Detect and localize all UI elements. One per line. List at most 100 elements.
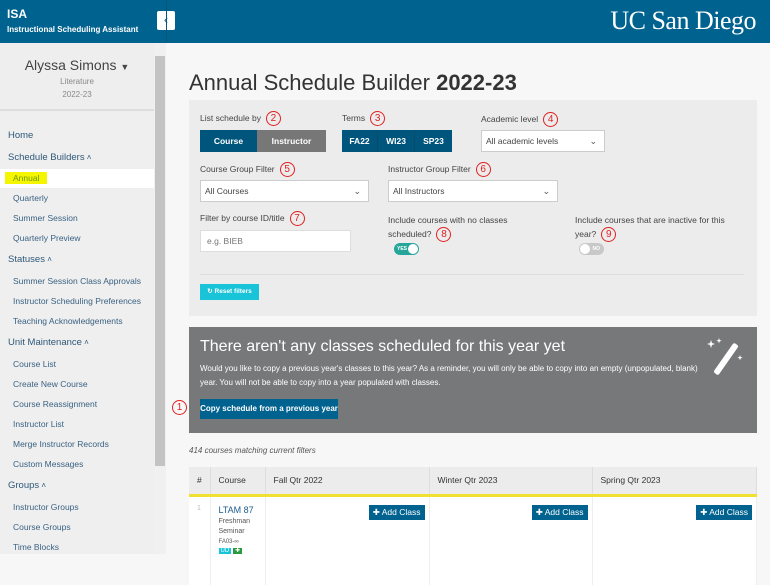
sidebar-item-course-list[interactable]: Course List	[0, 355, 154, 374]
copy-schedule-button[interactable]: Copy schedule from a previous year	[200, 399, 338, 419]
sidebar-item-summer-session[interactable]: Summer Session	[0, 209, 154, 228]
add-class-spring-button[interactable]: ✚ Add Class	[696, 504, 752, 520]
sidebar-item-annual[interactable]: Annual	[0, 169, 154, 188]
course-link[interactable]: LTAM 87	[218, 504, 254, 515]
term-wi23[interactable]: WI23	[378, 130, 415, 152]
caret-down-icon: ▼	[120, 62, 130, 72]
sidebar-item-home[interactable]: Home	[0, 126, 154, 145]
app-short-name: ISA	[7, 7, 28, 21]
col-course: Course	[210, 467, 266, 497]
sidebar-item-create-new-course[interactable]: Create New Course	[0, 375, 154, 394]
sidebar-item-label: Quarterly Preview	[13, 233, 81, 243]
instructor-group-label: Instructor Group Filter 6	[388, 162, 491, 177]
list-by-label: List schedule by 2	[200, 111, 281, 126]
table-row: 1 LTAM 87 Freshman Seminar FA03-∞ UD ✚ ✚…	[189, 495, 757, 585]
sidebar-item-quarterly[interactable]: Quarterly	[0, 189, 154, 208]
reset-filters-button[interactable]: ↻ Reset filters	[200, 284, 259, 300]
terms-label: Terms 3	[342, 111, 386, 126]
chevron-up-icon: ˄	[84, 153, 92, 162]
sidebar-item-time-blocks[interactable]: Time Blocks	[0, 538, 154, 557]
list-by-toggle: Course Instructor	[200, 130, 326, 152]
no-classes-toggle[interactable]: YES	[394, 243, 419, 255]
sidebar-item-course-reassignment[interactable]: Course Reassignment	[0, 395, 154, 414]
add-class-winter-button[interactable]: ✚ Add Class	[531, 504, 588, 520]
course-code: FA03-∞	[218, 538, 239, 545]
inactive-label: Include courses that are inactive for th…	[575, 215, 725, 243]
user-name[interactable]: Alyssa Simons	[24, 57, 117, 73]
sidebar-item-merge-instructor-records[interactable]: Merge Instructor Records	[0, 435, 154, 454]
sidebar-item-label: Course Groups	[13, 522, 71, 532]
marker-1: 1	[172, 400, 187, 415]
sidebar-item-label: Home	[8, 130, 34, 141]
sidebar-item-instructor-groups[interactable]: Instructor Groups	[0, 498, 154, 517]
sidebar-item-schedule-builders[interactable]: Schedule Builders ˄	[0, 148, 154, 167]
sidebar-item-label: Custom Messages	[13, 459, 84, 469]
course-id-input[interactable]	[200, 230, 351, 252]
chevron-down-icon: ⌄	[589, 136, 597, 146]
course-group-label: Course Group Filter 5	[200, 162, 295, 177]
academic-level-label: Academic level 4	[481, 112, 559, 127]
sidebar-item-label: Instructor List	[13, 419, 65, 429]
scrollbar-thumb[interactable]	[155, 56, 165, 466]
sidebar-item-statuses[interactable]: Statuses ˄	[0, 250, 154, 269]
schedule-table: # Course Fall Qtr 2022 Winter Qtr 2023 S…	[189, 467, 757, 585]
fall-cell: ✚ Add Class	[265, 495, 430, 585]
course-group-select[interactable]: All Courses ⌄	[200, 180, 369, 202]
app-name: Instructional Scheduling Assistant	[7, 25, 139, 34]
sidebar-item-quarterly-preview[interactable]: Quarterly Preview	[0, 229, 154, 248]
term-fa22[interactable]: FA22	[342, 130, 378, 152]
academic-level-select[interactable]: All academic levels ⌄	[481, 130, 605, 152]
page-title: Annual Schedule Builder 2022-23	[189, 70, 517, 95]
empty-year-banner: There aren't any classes scheduled for t…	[189, 327, 757, 433]
winter-cell: ✚ Add Class	[429, 495, 593, 585]
sidebar-item-instructor-list[interactable]: Instructor List	[0, 415, 154, 434]
user-year: 2022-23	[62, 90, 92, 99]
sidebar-item-label: Teaching Acknowledgements	[13, 316, 123, 326]
sidebar-item-label: Summer Session Class Approvals	[13, 276, 142, 286]
row-num: 1	[189, 495, 211, 585]
sidebar-item-label: Summer Session	[13, 213, 78, 223]
sidebar-item-course-groups[interactable]: Course Groups	[0, 518, 154, 537]
user-menu[interactable]: Alyssa Simons ▼	[0, 57, 154, 73]
term-sp23[interactable]: SP23	[415, 130, 452, 152]
table-header: # Course Fall Qtr 2022 Winter Qtr 2023 S…	[189, 467, 757, 497]
banner-title: There aren't any classes scheduled for t…	[200, 338, 566, 355]
sidebar-item-teaching-acknowledgements[interactable]: Teaching Acknowledgements	[0, 312, 154, 331]
chevron-up-icon: ˄	[39, 481, 47, 490]
ucsd-logo[interactable]: UC San Diego	[610, 6, 756, 35]
terms-toggle: FA22 WI23 SP23	[342, 130, 452, 152]
inactive-toggle[interactable]: NO	[579, 243, 604, 255]
no-classes-label: Include courses with no classes scheduled…	[388, 215, 508, 243]
magic-wand-icon	[707, 338, 743, 375]
sidebar-item-custom-messages[interactable]: Custom Messages	[0, 455, 154, 474]
spring-cell: ✚ Add Class	[592, 495, 757, 585]
header-divider	[166, 0, 167, 43]
sidebar-item-label: Course List	[13, 359, 56, 369]
list-by-instructor[interactable]: Instructor	[257, 130, 326, 152]
chevron-down-icon: ⌄	[542, 186, 550, 196]
chevron-down-icon: ⌄	[353, 186, 361, 196]
sidebar-item-label: Schedule Builders	[8, 152, 85, 163]
sidebar-item-groups[interactable]: Groups ˄	[0, 476, 154, 495]
sidebar-item-label: Groups	[8, 480, 40, 491]
col-num: #	[189, 467, 211, 497]
chevron-up-icon: ˄	[81, 338, 89, 347]
sidebar-item-instructor-scheduling-preferences[interactable]: Instructor Scheduling Preferences	[0, 292, 154, 311]
course-id-label: Filter by course ID/title 7	[200, 211, 305, 226]
instructor-group-select[interactable]: All Instructors ⌄	[388, 180, 558, 202]
sidebar: Alyssa Simons ▼ Literature 2022-23 Home S…	[0, 43, 154, 554]
course-title-2: Seminar	[218, 527, 245, 535]
banner-text: Would you like to copy a previous year's…	[200, 364, 698, 387]
user-dept: Literature	[60, 77, 94, 86]
sidebar-item-unit-maintenance[interactable]: Unit Maintenance ˄	[0, 333, 154, 352]
sidebar-item-label: Instructor Scheduling Preferences	[13, 296, 142, 306]
add-class-fall-button[interactable]: ✚ Add Class	[368, 504, 425, 520]
col-fall: Fall Qtr 2022	[265, 467, 430, 497]
sidebar-item-summer-session-class-approvals[interactable]: Summer Session Class Approvals	[0, 272, 154, 291]
sidebar-item-label: Quarterly	[13, 193, 48, 203]
list-by-course[interactable]: Course	[200, 130, 257, 152]
level-badge: UD	[218, 547, 232, 554]
sidebar-item-label: Unit Maintenance	[8, 337, 82, 348]
sidebar-item-label: Merge Instructor Records	[13, 439, 109, 449]
sidebar-item-label: Instructor Groups	[13, 502, 79, 512]
